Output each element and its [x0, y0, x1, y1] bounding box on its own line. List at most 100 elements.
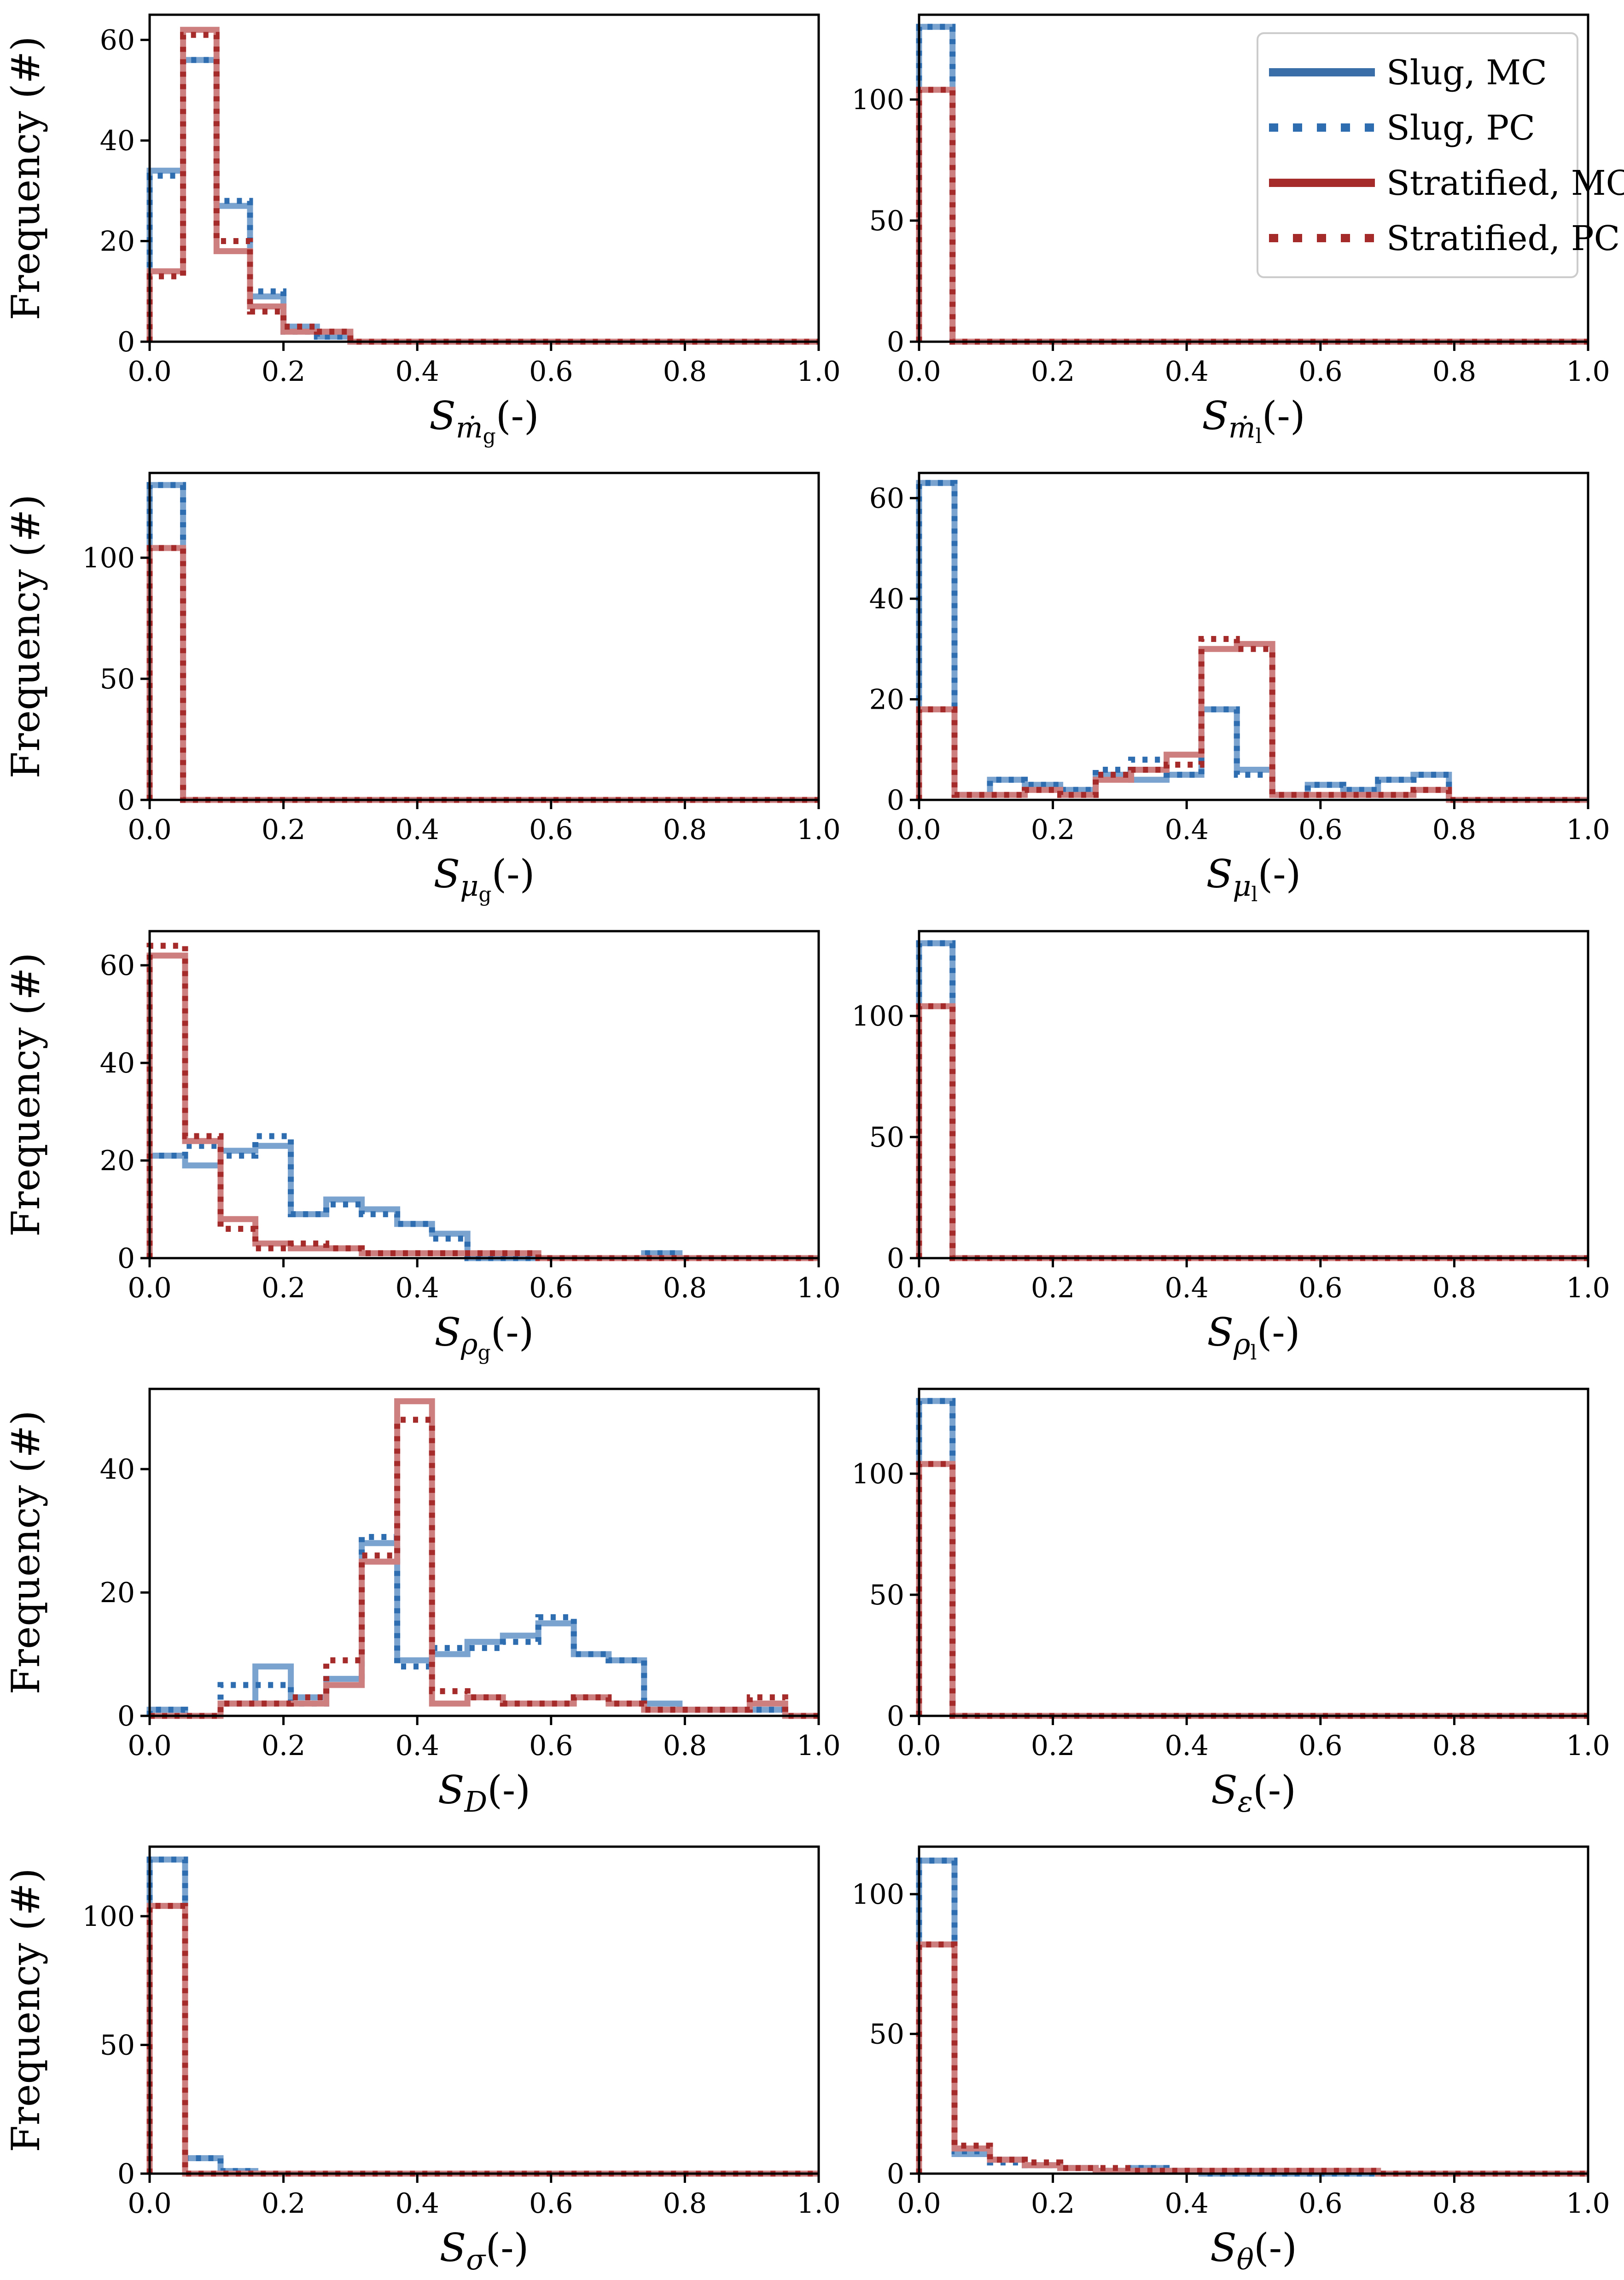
x-tick-label: 0.2: [1031, 1730, 1075, 1762]
y-tick-label: 60: [869, 483, 904, 515]
x-tick-label: 0.6: [529, 356, 573, 388]
x-tick-label: 1.0: [797, 1272, 840, 1304]
x-tick-label: 1.0: [797, 814, 840, 846]
series-stratified-mc: [916, 1941, 1588, 2177]
y-tick-label: 20: [100, 226, 135, 258]
x-tick-label: 0.6: [1298, 1730, 1342, 1762]
x-axis-label: Sρl(-): [1207, 1310, 1300, 1365]
x-axis-label: Sρg(-): [434, 1310, 534, 1365]
y-tick-label: 60: [100, 950, 135, 982]
series-slug-pc: [146, 1133, 819, 1261]
series-stratified-pc: [916, 1003, 1588, 1261]
x-tick-label: 0.4: [1164, 814, 1208, 846]
panel-8: 0.0 0.2 0.4 0.6 0.8 1.0 0 50 100 Sε(-): [851, 1388, 1610, 1819]
x-tick-label: 0.8: [663, 814, 707, 846]
y-tick-label: 20: [869, 684, 904, 716]
series-stratified-mc: [916, 1003, 1588, 1261]
x-tick-label: 0.4: [395, 2187, 439, 2220]
panel-10: 0.0 0.2 0.4 0.6 0.8 1.0 0 50 100 Sθ(-): [851, 1845, 1610, 2276]
legend: Slug, MC Slug, PC Stratified, MC Stratified…: [1257, 32, 1624, 278]
x-tick-label: 0.6: [1298, 814, 1342, 846]
panel-9: 0.0 0.2 0.4 0.6 0.8 1.0 0 50 100 Sσ(-) Frequency (…: [3, 1845, 841, 2276]
x-tick-label: 0.0: [897, 1730, 941, 1762]
x-tick-label: 0.4: [1164, 2187, 1208, 2220]
y-tick-label: 100: [82, 1901, 135, 1933]
x-tick-label: 0.2: [1031, 2187, 1075, 2220]
x-axis-label: Sμl(-): [1206, 851, 1301, 906]
x-tick-label: 0.8: [1432, 814, 1476, 846]
y-tick-label: 20: [100, 1577, 135, 1609]
series-stratified-mc: [146, 952, 819, 1261]
series-slug-pc: [146, 482, 819, 803]
y-axis-label: Frequency (#): [3, 1868, 48, 2152]
series-stratified-mc: [916, 1461, 1588, 1719]
y-tick-label: 0: [117, 326, 135, 358]
x-tick-label: 0.8: [663, 2187, 707, 2220]
series-stratified-pc: [146, 32, 819, 345]
x-tick-label: 0.0: [897, 814, 941, 846]
y-tick-label: 0: [887, 784, 904, 816]
axes-frame: [148, 1388, 820, 1717]
axes-frame: [918, 1388, 1589, 1717]
x-axis-label: Sṁg(-): [429, 393, 539, 448]
x-tick-label: 0.8: [1432, 2187, 1476, 2220]
x-tick-label: 0.2: [262, 814, 305, 846]
x-axis-label: Sṁl(-): [1202, 393, 1305, 448]
x-tick-label: 0.2: [1031, 814, 1075, 846]
x-axis-label: Sμg(-): [434, 851, 535, 906]
x-tick-label: 1.0: [1566, 1730, 1610, 1762]
y-tick-label: 50: [100, 663, 135, 695]
y-tick-label: 20: [100, 1145, 135, 1177]
axes-frame: [918, 930, 1589, 1260]
x-axis-label: Sσ(-): [440, 2225, 529, 2276]
x-tick-label: 0.2: [262, 356, 305, 388]
series-stratified-pc: [146, 943, 819, 1261]
x-tick-label: 0.4: [395, 356, 439, 388]
series-stratified-pc: [916, 1941, 1588, 2177]
series-stratified-pc: [916, 636, 1588, 803]
y-tick-label: 40: [869, 583, 904, 615]
axes-frame: [918, 472, 1589, 801]
x-tick-label: 0.6: [1298, 1272, 1342, 1304]
panel-6: 0.0 0.2 0.4 0.6 0.8 1.0 0 50 100 Sρl(-): [851, 930, 1610, 1365]
y-tick-label: 0: [117, 2158, 135, 2190]
series-stratified-pc: [146, 545, 819, 803]
y-tick-label: 50: [869, 1121, 904, 1154]
x-tick-label: 0.2: [262, 2187, 305, 2220]
x-tick-label: 0.0: [897, 2187, 941, 2220]
panel-3: 0.0 0.2 0.4 0.6 0.8 1.0 0 50 100 Sμg(-) Frequency …: [3, 472, 841, 906]
series-stratified-mc: [146, 1903, 819, 2177]
y-tick-label: 0: [117, 1700, 135, 1732]
x-tick-label: 0.4: [395, 1272, 439, 1304]
legend-label: Slug, MC: [1386, 53, 1547, 93]
series-slug-pc: [916, 480, 1588, 803]
x-tick-label: 1.0: [1566, 356, 1610, 388]
panel-1: 0.0 0.2 0.4 0.6 0.8 1.0 0 20 40 60 Sṁg(-) Frequency…: [3, 13, 841, 448]
y-tick-label: 50: [869, 2018, 904, 2051]
legend-label: Slug, PC: [1386, 108, 1535, 148]
panel-4: 0.0 0.2 0.4 0.6 0.8 1.0 0 20 40 60 Sμl(-): [869, 472, 1610, 906]
series-stratified-pc: [916, 1461, 1588, 1719]
axes-frame: [148, 930, 820, 1260]
y-tick-label: 0: [887, 1242, 904, 1275]
x-tick-label: 0.6: [1298, 356, 1342, 388]
series-slug-pc: [916, 1398, 1588, 1719]
x-tick-label: 1.0: [1566, 814, 1610, 846]
series-slug-mc: [146, 1540, 819, 1719]
y-tick-label: 50: [869, 205, 904, 237]
panel-5: 0.0 0.2 0.4 0.6 0.8 1.0 0 20 40 60 Sρg(-) Frequency…: [3, 930, 841, 1365]
axes-frame: [148, 13, 820, 343]
series-slug-mc: [146, 1856, 819, 2177]
x-tick-label: 0.4: [1164, 1730, 1208, 1762]
series-slug-mc: [916, 940, 1588, 1261]
legend-label: Stratified, MC: [1386, 163, 1624, 203]
x-axis-label: Sθ(-): [1210, 2225, 1297, 2276]
y-tick-label: 0: [887, 1700, 904, 1732]
y-tick-label: 100: [851, 1458, 904, 1490]
x-tick-label: 1.0: [797, 1730, 840, 1762]
y-tick-label: 0: [117, 1242, 135, 1275]
x-tick-label: 0.8: [1432, 1272, 1476, 1304]
x-tick-label: 0.0: [897, 356, 941, 388]
x-tick-label: 0.4: [1164, 356, 1208, 388]
y-tick-label: 0: [887, 2158, 904, 2190]
